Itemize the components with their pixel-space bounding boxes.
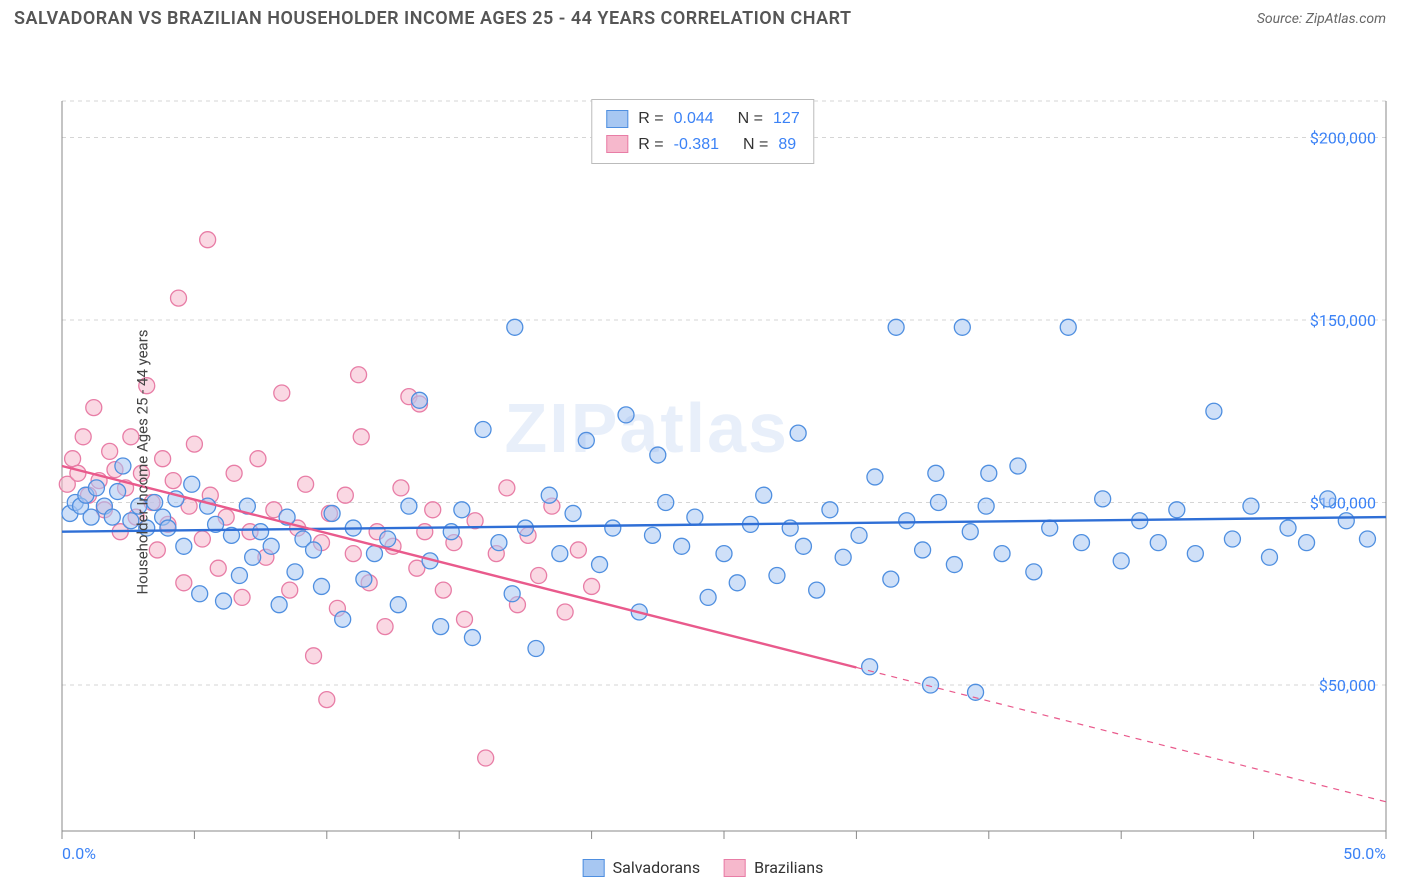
chart-area: Householder Income Ages 25 - 44 years $5… [0,41,1406,883]
swatch-salvadorans [606,110,628,128]
chart-title: SALVADORAN VS BRAZILIAN HOUSEHOLDER INCO… [14,8,852,29]
y-axis-label: Householder Income Ages 25 - 44 years [134,329,152,594]
stat-n-label: N = [738,106,763,132]
svg-text:$200,000: $200,000 [1310,129,1376,148]
stat-r-label: R = [638,106,663,132]
stats-row-salvadorans: R = 0.044 N = 127 [606,106,799,132]
svg-text:$150,000: $150,000 [1310,311,1376,330]
series-legend: Salvadorans Brazilians [583,858,824,877]
swatch-brazilians [606,135,628,153]
stat-n-braz: 89 [778,132,796,158]
swatch-salvadorans [583,859,605,877]
stat-r-braz: -0.381 [674,132,719,158]
svg-text:$50,000: $50,000 [1319,676,1376,695]
stats-row-brazilians: R = -0.381 N = 89 [606,132,799,158]
legend-item-brazilians: Brazilians [724,858,823,877]
legend-item-salvadorans: Salvadorans [583,858,700,877]
svg-text:50.0%: 50.0% [1343,844,1386,863]
stat-n-label: N = [743,132,768,158]
legend-label: Salvadorans [613,858,700,877]
stat-r-salv: 0.044 [674,106,714,132]
stat-n-salv: 127 [773,106,800,132]
stats-legend: R = 0.044 N = 127 R = -0.381 N = 89 [591,99,814,164]
scatter-chart-svg: $50,000$100,000$150,000$200,0000.0%50.0% [0,41,1406,883]
source-prefix: Source: [1257,11,1306,27]
legend-label: Brazilians [754,858,823,877]
stat-r-label: R = [638,132,663,158]
svg-text:0.0%: 0.0% [62,844,96,863]
chart-source: Source: ZipAtlas.com [1257,11,1386,27]
swatch-brazilians [724,859,746,877]
chart-header: SALVADORAN VS BRAZILIAN HOUSEHOLDER INCO… [0,0,1406,41]
source-name: ZipAtlas.com [1306,11,1386,27]
